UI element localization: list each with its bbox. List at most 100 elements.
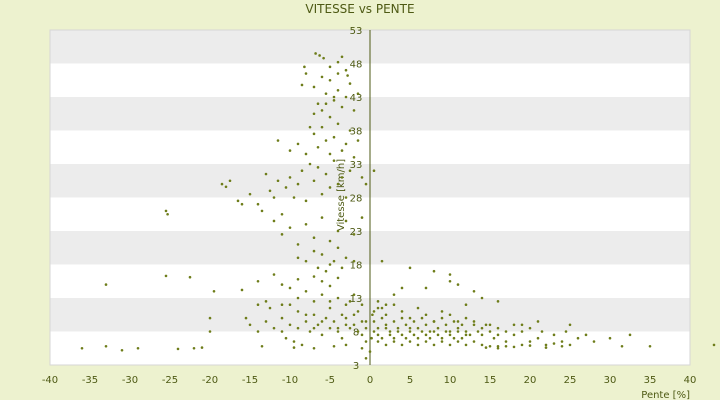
data-point <box>316 166 320 169</box>
data-point <box>344 68 348 72</box>
data-point <box>380 259 384 263</box>
data-point <box>712 343 716 347</box>
data-point <box>308 162 312 166</box>
x-tick-label: 0 <box>367 375 373 386</box>
data-point <box>80 346 84 350</box>
data-point <box>272 273 276 276</box>
data-point <box>552 342 556 345</box>
data-point <box>340 105 344 109</box>
data-point <box>400 333 404 337</box>
data-point <box>512 345 516 349</box>
data-point <box>328 300 332 303</box>
data-point <box>364 182 368 186</box>
data-point <box>324 316 328 320</box>
data-point <box>272 196 276 199</box>
data-point <box>356 92 360 95</box>
data-point <box>320 75 324 79</box>
data-point <box>224 185 228 189</box>
data-point <box>400 310 404 313</box>
data-point <box>332 95 336 99</box>
chart-title: VITESSE vs PENTE <box>305 2 415 16</box>
data-point <box>412 333 416 337</box>
data-point <box>456 283 460 286</box>
data-point <box>320 109 324 112</box>
data-point <box>476 330 480 333</box>
data-point <box>336 246 340 250</box>
data-point <box>440 310 444 313</box>
data-point <box>308 125 312 129</box>
data-point <box>256 303 260 307</box>
data-point <box>248 323 252 327</box>
data-point <box>608 336 612 340</box>
data-point <box>432 320 436 323</box>
data-point <box>544 346 548 349</box>
data-point <box>348 169 352 172</box>
data-point <box>424 313 428 317</box>
data-point <box>288 149 292 152</box>
data-point <box>188 275 192 279</box>
data-point <box>384 323 388 327</box>
data-point <box>528 344 532 347</box>
x-axis-label: Pente [%] <box>641 390 690 400</box>
data-point <box>328 65 332 69</box>
data-point <box>420 316 424 320</box>
data-point <box>240 288 244 292</box>
data-point <box>320 333 324 337</box>
data-point <box>356 139 360 142</box>
data-point <box>484 323 488 327</box>
data-point <box>488 323 492 327</box>
data-point <box>464 330 468 333</box>
data-point <box>344 316 348 320</box>
data-point <box>336 330 340 333</box>
data-point <box>376 306 380 310</box>
data-point <box>288 176 292 179</box>
data-point <box>536 320 540 323</box>
y-tick-label: 33 <box>350 160 363 171</box>
data-point <box>336 229 340 233</box>
data-point <box>296 326 300 330</box>
data-point <box>360 320 364 323</box>
data-point <box>164 209 168 213</box>
data-point <box>332 320 336 323</box>
data-point <box>328 306 332 310</box>
data-point <box>496 344 500 348</box>
data-point <box>328 239 332 243</box>
data-point <box>312 179 316 183</box>
data-point <box>328 326 332 330</box>
data-point <box>320 125 324 129</box>
data-point <box>164 274 168 278</box>
data-point <box>360 346 364 350</box>
data-point <box>312 112 316 116</box>
data-point <box>396 326 400 330</box>
data-point <box>192 346 196 350</box>
data-point <box>576 336 580 340</box>
data-point <box>520 330 524 333</box>
data-point <box>384 303 388 307</box>
data-point <box>560 340 564 343</box>
data-point <box>352 233 356 236</box>
data-point <box>268 189 272 193</box>
data-point <box>464 333 468 337</box>
data-point <box>304 320 308 323</box>
data-point <box>314 52 317 55</box>
data-point <box>328 263 332 266</box>
data-point <box>344 196 348 199</box>
data-point <box>340 336 344 340</box>
data-point <box>308 330 312 333</box>
data-point <box>448 313 452 317</box>
data-point <box>248 192 252 196</box>
data-point <box>352 156 356 159</box>
data-point <box>324 92 328 95</box>
data-point <box>392 293 396 296</box>
data-point <box>528 326 532 330</box>
data-point <box>344 303 348 307</box>
data-point <box>336 89 340 92</box>
data-point <box>244 316 248 320</box>
data-point <box>336 296 340 300</box>
data-point <box>372 320 376 323</box>
data-point <box>320 320 324 323</box>
data-point <box>176 347 180 351</box>
data-point <box>280 283 284 286</box>
data-point <box>344 219 348 223</box>
data-point <box>360 216 364 219</box>
